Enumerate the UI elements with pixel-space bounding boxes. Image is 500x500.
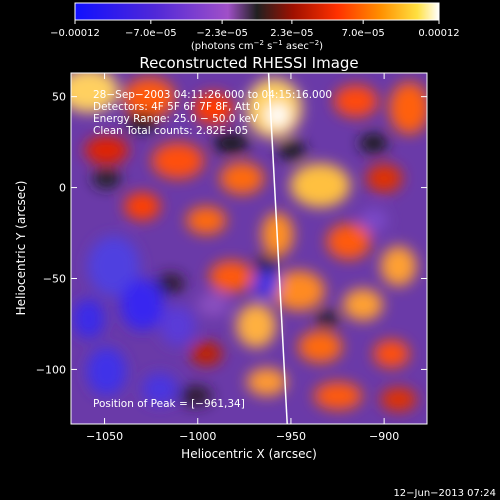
colorbar-unit-p0: (photons cm bbox=[191, 41, 254, 52]
x-tick-label: −900 bbox=[369, 430, 399, 443]
x-tick-label: −950 bbox=[276, 430, 306, 443]
intensity-blob bbox=[87, 236, 140, 297]
plot-frame bbox=[70, 72, 428, 425]
x-tick-label: −1050 bbox=[86, 430, 123, 443]
intensity-blob bbox=[236, 303, 277, 348]
x-axis-label: Heliocentric X (arcsec) bbox=[181, 447, 317, 461]
intensity-blob bbox=[84, 136, 129, 165]
colorbar-unit-p3: −1 bbox=[272, 39, 282, 47]
colorbar-tick-label: 7.0e−05 bbox=[342, 28, 385, 39]
intensity-blob bbox=[359, 208, 388, 233]
intensity-blob bbox=[190, 341, 223, 366]
peak-position-label: Position of Peak = [−961,34] bbox=[93, 398, 245, 410]
intensity-blob bbox=[373, 339, 410, 368]
limb-line bbox=[267, 73, 288, 424]
intensity-blob bbox=[213, 133, 250, 154]
intensity-blob bbox=[252, 269, 281, 298]
colorbar-unit-p6: ) bbox=[319, 41, 323, 52]
intensity-blob bbox=[272, 270, 325, 311]
intensity-blob bbox=[186, 206, 227, 235]
y-axis-label: Heliocentric Y (arcsec) bbox=[14, 181, 28, 316]
colorbar-unit-p4: asec bbox=[283, 41, 309, 52]
intensity-blob bbox=[277, 140, 306, 161]
intensity-blob bbox=[246, 367, 287, 396]
intensity-blob bbox=[209, 260, 254, 293]
footer-timestamp: 12−Jun−2013 07:24 bbox=[393, 488, 496, 499]
colorbar-tick-label: 0.00012 bbox=[418, 28, 459, 39]
intensity-blob bbox=[389, 82, 427, 135]
intensity-blob bbox=[342, 288, 383, 321]
intensity-blob bbox=[159, 305, 196, 346]
intensity-blob bbox=[314, 381, 362, 410]
colorbar-unit-p5: −2 bbox=[309, 39, 319, 47]
intensity-blob bbox=[72, 298, 105, 339]
y-tick-label: −100 bbox=[36, 363, 66, 376]
intensity-blob bbox=[179, 385, 212, 406]
intensity-blob bbox=[123, 77, 176, 118]
colorbar-unit-p2: s bbox=[264, 41, 272, 52]
intensity-blob bbox=[71, 73, 119, 113]
annotation-detectors: Detectors: 4F 5F 6F 7F 8F, Att 0 bbox=[93, 101, 260, 113]
y-tick-label: 0 bbox=[59, 182, 66, 195]
colorbar-tick-label: −0.00012 bbox=[50, 28, 100, 39]
intensity-blob bbox=[326, 223, 371, 260]
intensity-blob bbox=[193, 92, 234, 125]
annotation-time: 28−Sep−2003 04:11:26.000 to 04:15:16.000 bbox=[93, 89, 332, 101]
intensity-blob bbox=[315, 310, 340, 327]
intensity-blob bbox=[197, 292, 230, 317]
intensity-blob bbox=[366, 164, 403, 193]
intensity-blob bbox=[298, 330, 343, 363]
chart-title: Reconstructed RHESSI Image bbox=[139, 54, 358, 72]
colorbar-gradient bbox=[74, 2, 440, 21]
intensity-blob bbox=[333, 85, 378, 118]
annotation-energy: Energy Range: 25.0 − 50.0 keV bbox=[93, 113, 259, 125]
y-tick-label: −50 bbox=[43, 273, 66, 286]
y-tick-label: 50 bbox=[52, 91, 66, 104]
intensity-blob bbox=[86, 347, 127, 396]
intensity-blob bbox=[120, 278, 165, 331]
annotation-counts: Clean Total counts: 2.82E+05 bbox=[93, 125, 248, 137]
intensity-blob bbox=[151, 142, 204, 179]
intensity-blob bbox=[92, 168, 121, 189]
x-tick-label: −1000 bbox=[179, 430, 216, 443]
colorbar: −0.00012 −7.0e−05 −2.3e−05 2.3e−05 7.0e−05 0.… bbox=[50, 2, 460, 52]
intensity-blob bbox=[380, 387, 417, 412]
intensity-blob bbox=[265, 103, 290, 128]
colorbar-unit-p1: −2 bbox=[254, 39, 264, 47]
intensity-blob bbox=[142, 372, 178, 405]
colorbar-unit: (photons cm−2 s−1 asec−2) bbox=[191, 39, 323, 52]
intensity-blob bbox=[124, 192, 161, 221]
intensity-blob bbox=[290, 163, 351, 208]
intensity-blob bbox=[219, 162, 264, 195]
intensity-blob bbox=[359, 133, 388, 154]
colorbar-tick-label: 2.3e−05 bbox=[270, 28, 313, 39]
colorbar-tick-label: −7.0e−05 bbox=[125, 28, 177, 39]
intensity-blob bbox=[126, 112, 159, 133]
intensity-blob bbox=[380, 246, 417, 287]
intensity-blob bbox=[156, 273, 185, 294]
colorbar-tick-label: −2.3e−05 bbox=[196, 28, 248, 39]
